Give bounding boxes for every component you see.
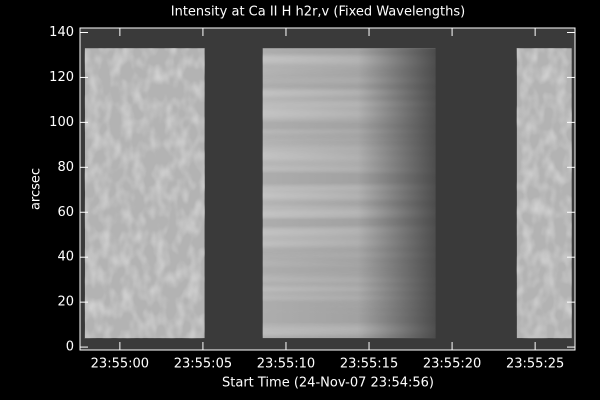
- y-tick-label: 140: [49, 25, 74, 40]
- y-tick-label: 120: [49, 70, 74, 85]
- x-tick-label: 23:55:05: [174, 357, 232, 372]
- segment-fade: [262, 48, 436, 339]
- x-tick-label: 23:55:25: [506, 357, 564, 372]
- segment-texture: [516, 48, 572, 339]
- x-tick-label: 23:55:10: [257, 357, 315, 372]
- x-tick-label: 23:55:20: [423, 357, 481, 372]
- y-tick-label: 40: [57, 250, 74, 265]
- image-segment: [84, 48, 205, 339]
- plot-frame: [79, 27, 576, 351]
- y-tick-label: 0: [66, 340, 74, 355]
- chart-title: Intensity at Ca II H h2r,v (Fixed Wavele…: [171, 5, 465, 20]
- y-tick-label: 20: [57, 295, 74, 310]
- x-axis-label: Start Time (24-Nov-07 23:54:56): [222, 376, 434, 391]
- x-tick-label: 23:55:00: [91, 357, 149, 372]
- y-tick-label: 100: [49, 115, 74, 130]
- image-segment: [262, 48, 436, 339]
- x-tick-label: 23:55:15: [340, 357, 398, 372]
- y-tick-label: 60: [57, 205, 74, 220]
- y-tick-label: 80: [57, 160, 74, 175]
- segment-texture: [84, 48, 205, 339]
- y-axis-label: arcsec: [29, 168, 44, 210]
- image-segment: [516, 48, 572, 339]
